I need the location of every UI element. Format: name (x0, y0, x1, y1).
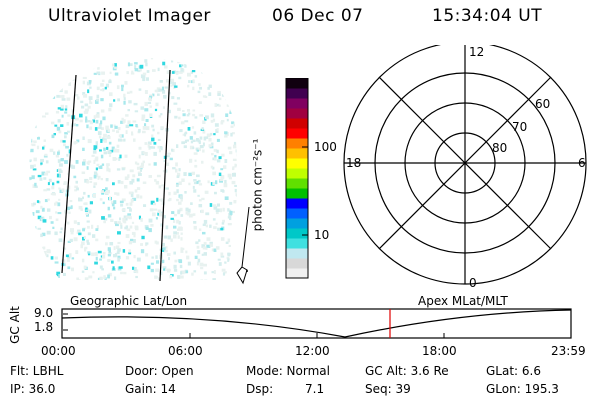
x-tick-0600: 06:00 (168, 344, 203, 358)
gc-alt-info: GC Alt: 3.6 Re (365, 364, 449, 378)
colorbar-cell (286, 198, 308, 209)
colorbar-cell (286, 168, 308, 179)
gain-info: Gain: 14 (125, 382, 176, 396)
polar-grid (343, 45, 587, 285)
lat-label-60: 60 (535, 97, 551, 111)
timeline-axis-label: GC Alt (7, 306, 22, 344)
colorbar-cell (286, 228, 308, 239)
mode-info: Mode: Normal (246, 364, 330, 378)
y-tick-9: 9.0 (34, 306, 54, 320)
door-info: Door: Open (125, 364, 194, 378)
colorbar-cell (286, 98, 308, 109)
colorbar-label: photon cm⁻²s⁻¹ (250, 138, 265, 232)
colorbar-cell (286, 118, 308, 129)
spacecraft-track-icon (236, 206, 250, 285)
emission-dots (29, 58, 238, 280)
glat-info: GLat: 6.6 (486, 364, 541, 378)
colorbar-cell (286, 148, 308, 159)
altitude-curve (61, 309, 572, 338)
uv-earth-image (29, 58, 250, 285)
time-label: 15:34:04 UT (432, 6, 543, 26)
colorbar-cell (286, 208, 308, 219)
timeline-left-title: Geographic Lat/Lon (70, 294, 188, 308)
mlt-label-0: 0 (469, 276, 477, 290)
colorbar-cell (286, 138, 308, 149)
dsp-info-value: 7.1 (305, 382, 325, 396)
dsp-info-label: Dsp: (246, 382, 274, 396)
colorbar-cell (286, 88, 308, 99)
colorbar-cell (286, 268, 308, 279)
filter-info: Flt: LBHL (10, 364, 64, 378)
colorbar-cell (286, 218, 308, 229)
x-tick-2359: 23:59 (551, 344, 586, 358)
date-label: 06 Dec 07 (272, 6, 364, 26)
mlt-label-12: 12 (469, 45, 485, 59)
lat-label-80: 80 (492, 141, 508, 155)
longitude-line (61, 74, 77, 274)
colorbar-tick-10: 10 (314, 228, 330, 242)
mlt-label-6: 6 (578, 156, 586, 170)
y-tick-1-8: 1.8 (34, 320, 54, 334)
x-tick-1800: 18:00 (422, 344, 457, 358)
timeline-right-title: Apex MLat/MLT (418, 294, 508, 308)
colorbar-cell (286, 128, 308, 139)
ip-info: IP: 36.0 (10, 382, 56, 396)
longitude-line (159, 69, 171, 282)
colorbar-cell (286, 258, 308, 269)
colorbar-cell (286, 238, 308, 249)
colorbar-cell (286, 78, 308, 89)
colorbar-cell (286, 158, 308, 169)
colorbar-tick-100: 100 (314, 140, 337, 154)
colorbar-cell (286, 248, 308, 259)
colorbar-cell (286, 188, 308, 199)
glon-info: GLon: 195.3 (486, 382, 559, 396)
seq-info: Seq: 39 (365, 382, 411, 396)
lat-label-70: 70 (512, 120, 528, 134)
instrument-title: Ultraviolet Imager (48, 6, 211, 26)
x-tick-0000: 00:00 (41, 344, 76, 358)
colorbar-cell (286, 108, 308, 119)
x-tick-1200: 12:00 (295, 344, 330, 358)
orbit-altitude-plot (61, 308, 572, 339)
mlt-label-18: 18 (346, 156, 362, 170)
colorbar-cell (286, 178, 308, 189)
color-scale-bar (285, 78, 309, 279)
